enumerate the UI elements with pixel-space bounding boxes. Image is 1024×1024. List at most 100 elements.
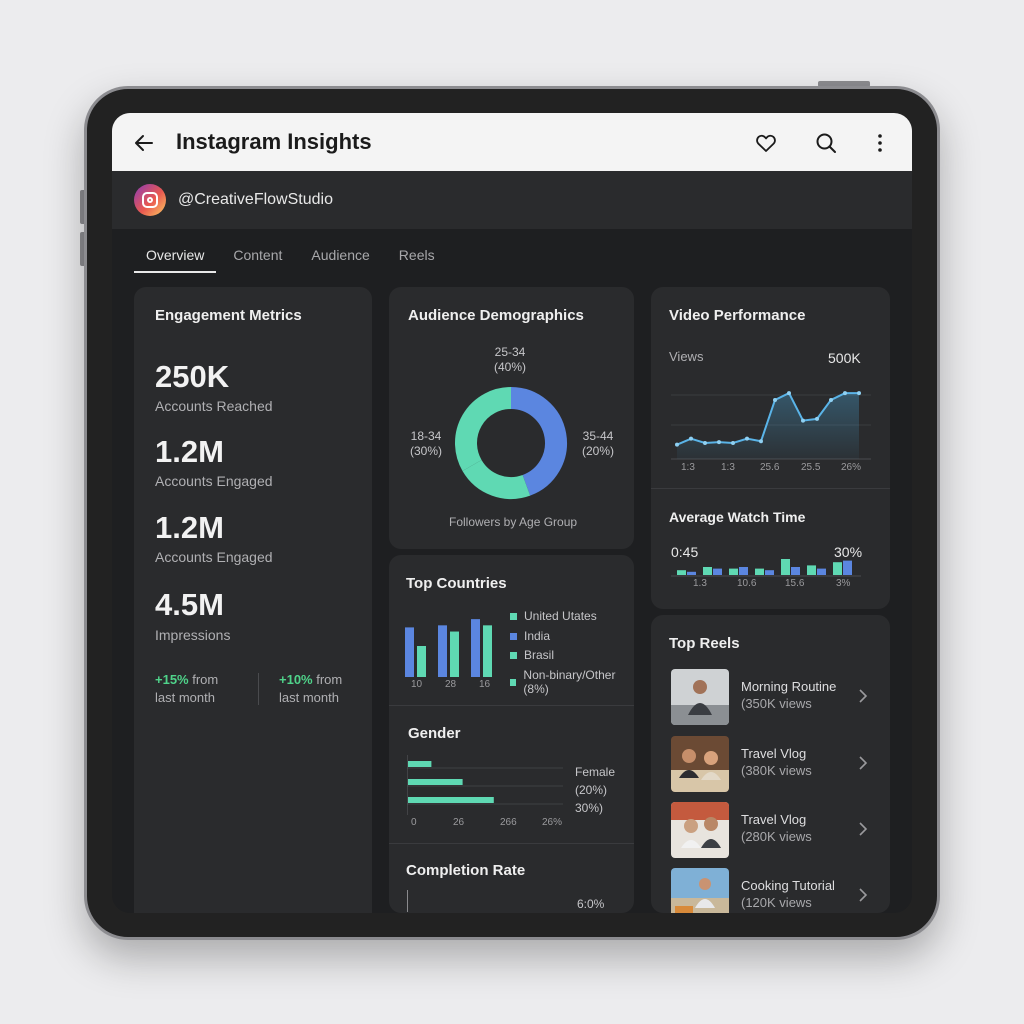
- tab-reels[interactable]: Reels: [398, 247, 435, 263]
- tab-bar: Overview Content Audience Reels: [134, 241, 452, 277]
- views-point: [675, 442, 679, 447]
- tab-audience[interactable]: Audience: [311, 247, 370, 263]
- age-name: 25-34: [494, 345, 526, 359]
- profile-bar: @CreativeFlowStudio: [112, 171, 912, 229]
- watch-time-bar: [739, 567, 748, 575]
- age-pct: (30%): [409, 444, 442, 458]
- gender-bar-chart: [407, 755, 563, 815]
- gender-labels: Female (20%) 30%): [575, 763, 615, 817]
- chevron-right-icon: [859, 756, 868, 770]
- country-bar: [483, 625, 492, 677]
- country-bar: [471, 619, 480, 677]
- x-tick: 10.6: [737, 578, 757, 589]
- tab-overview[interactable]: Overview: [134, 241, 217, 273]
- reel-item[interactable]: Cooking Tutorial (120K views: [671, 868, 871, 913]
- delta-from: from: [188, 672, 219, 687]
- reel-title: Travel Vlog: [741, 746, 807, 761]
- watch-time-bar: [677, 570, 686, 575]
- age-name: 35-44: [582, 429, 614, 443]
- x-tick: 25.5: [801, 462, 821, 473]
- donut-segment-35-44: [462, 459, 531, 499]
- card-title: Audience Demographics: [408, 307, 584, 324]
- divider: [258, 673, 259, 705]
- legend-label: India: [524, 629, 551, 643]
- x-tick: 1.3: [693, 578, 707, 589]
- delta-engaged: +10% from last month: [279, 671, 342, 707]
- reel-title: Cooking Tutorial: [741, 878, 835, 893]
- completion-value: 6:0%: [577, 897, 605, 911]
- chart-caption: Followers by Age Group: [449, 515, 578, 529]
- top-countries-card: Top Countries 10 28 16 United Utates Ind…: [389, 555, 634, 913]
- metric-label: Impressions: [155, 627, 231, 643]
- views-point: [857, 391, 861, 396]
- divider: [389, 705, 634, 706]
- search-icon[interactable]: [814, 131, 838, 155]
- x-tick: 266: [500, 817, 517, 828]
- account-handle: @CreativeFlowStudio: [178, 191, 333, 208]
- age-donut-chart: [455, 387, 567, 499]
- reel-thumbnail: [671, 868, 729, 913]
- reel-item[interactable]: Morning Routine (350K views: [671, 669, 871, 727]
- screen: Instagram Insights @CreativeFlowStudio O…: [112, 113, 912, 913]
- reel-title: Morning Routine: [741, 679, 837, 694]
- x-tick: 10: [411, 679, 423, 690]
- reel-thumbnail: [671, 736, 729, 792]
- x-tick: 3%: [836, 578, 851, 589]
- views-point: [773, 397, 777, 402]
- country-bar: [405, 627, 414, 677]
- watch-time-left: 0:45: [671, 544, 699, 560]
- legend-item: Brasil: [510, 648, 554, 662]
- reel-item[interactable]: Travel Vlog (280K views: [671, 802, 871, 860]
- gender-label: 30%): [575, 801, 604, 815]
- app-bar: Instagram Insights: [112, 113, 912, 171]
- watch-time-bar: [833, 562, 842, 575]
- gender-label: Female: [575, 765, 616, 779]
- donut-segment-18-34: [455, 387, 512, 471]
- x-tick: 26: [453, 817, 465, 828]
- gender-bar: [408, 779, 463, 785]
- watch-time-bar: [755, 568, 764, 575]
- top-reels-card: Top Reels Morning Routine (350K views Tr: [651, 615, 890, 913]
- metric-label: Accounts Engaged: [155, 473, 273, 489]
- chevron-right-icon: [859, 689, 868, 703]
- legend-item: India: [510, 629, 550, 643]
- metric-label: Accounts Engaged: [155, 549, 273, 565]
- reel-title: Travel Vlog: [741, 812, 807, 827]
- age-label-25-34: 25-34 (40%): [485, 345, 535, 375]
- delta-percent: +10%: [279, 672, 313, 687]
- card-title: Video Performance: [669, 307, 806, 324]
- views-label: Views: [669, 349, 704, 364]
- instagram-logo-icon: [134, 184, 166, 216]
- age-pct: (20%): [581, 444, 614, 458]
- views-max: 500K: [828, 350, 861, 366]
- reel-thumbnail: [671, 669, 729, 725]
- views-point: [731, 440, 735, 445]
- arrow-left-icon[interactable]: [132, 131, 156, 155]
- heart-icon[interactable]: [754, 131, 778, 155]
- watch-time-bar: [807, 565, 816, 575]
- axis-line: [407, 890, 408, 912]
- x-tick: 1:3: [681, 462, 695, 473]
- watch-time-bar: [843, 560, 852, 575]
- legend-label: United Utates: [524, 609, 597, 623]
- tab-content[interactable]: Content: [233, 247, 283, 263]
- views-area: [677, 393, 859, 459]
- views-point: [801, 418, 805, 423]
- gender-title: Gender: [408, 725, 461, 742]
- reel-item[interactable]: Travel Vlog (380K views: [671, 736, 871, 794]
- watch-time-right: 30%: [834, 544, 863, 560]
- views-point: [787, 391, 791, 396]
- age-label-35-44: 35-44 (20%): [577, 429, 619, 459]
- country-bar: [417, 646, 426, 677]
- card-title: Engagement Metrics: [155, 307, 302, 324]
- reel-views: (120K views: [741, 895, 812, 910]
- watch-time-bar-chart: [671, 559, 861, 577]
- age-label-18-34: 18-34 (30%): [405, 429, 447, 459]
- views-point: [703, 440, 707, 445]
- x-tick: 28: [445, 679, 457, 690]
- more-vertical-icon[interactable]: [868, 131, 892, 155]
- watch-time-bar: [781, 559, 790, 575]
- views-point: [717, 440, 721, 445]
- gender-label: (20%): [575, 783, 608, 797]
- country-bar: [450, 631, 459, 677]
